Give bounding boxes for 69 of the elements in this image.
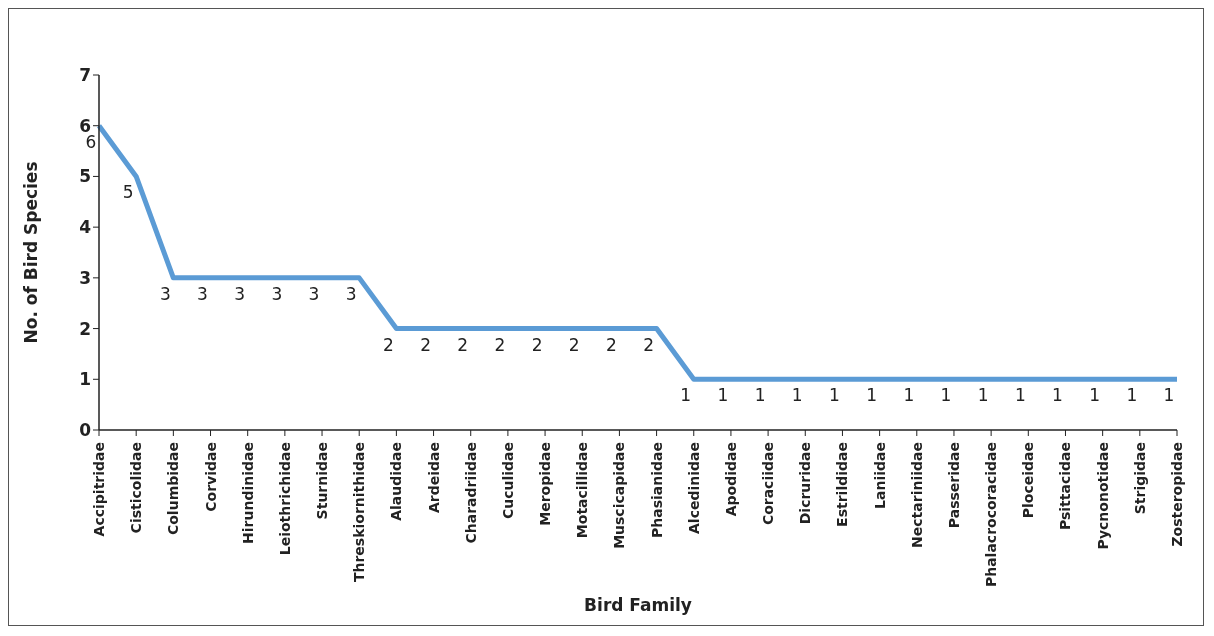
data-label: 1	[1089, 385, 1101, 406]
x-tick-label: Charadriidae	[462, 442, 479, 544]
x-tick-label: Psittacidae	[1057, 442, 1074, 531]
x-tick-label: Passeridae	[945, 442, 962, 529]
x-tick-label: Ardeidae	[425, 442, 442, 514]
data-label: 2	[568, 334, 580, 355]
data-label: 1	[903, 385, 915, 406]
data-label: 3	[271, 283, 283, 304]
data-label: 1	[866, 385, 878, 406]
x-tick-label: Meropidae	[537, 442, 554, 526]
y-tick-label: 7	[79, 65, 91, 86]
data-label: 1	[940, 385, 952, 406]
x-tick-label: Apodidae	[722, 442, 739, 517]
x-tick-label: Laniidae	[871, 442, 888, 509]
data-label: 3	[197, 283, 208, 304]
data-label: 1	[829, 385, 840, 406]
y-tick-label: 4	[79, 217, 92, 238]
data-label: 3	[345, 283, 357, 304]
data-label: 2	[606, 334, 617, 355]
x-tick-label: Estrildidae	[834, 442, 851, 527]
data-label: 1	[977, 385, 989, 406]
x-tick-label: Strigidae	[1131, 442, 1148, 515]
x-tick-label: Nectariniidae	[908, 442, 925, 548]
x-tick-label: Coraciidae	[760, 442, 777, 526]
data-label: 3	[308, 283, 320, 304]
y-tick-label: 6	[79, 115, 91, 136]
data-label: 1	[717, 385, 729, 406]
x-tick-label: Corvidae	[202, 442, 219, 512]
data-label: 2	[382, 334, 394, 355]
x-tick-label: Leiothrichidae	[276, 442, 293, 556]
x-tick-label: Motacillidae	[574, 442, 591, 539]
x-axis-title: Bird Family	[584, 595, 692, 615]
data-label: 2	[531, 334, 543, 355]
x-tick-label: Cisticolidae	[128, 442, 145, 534]
data-label: 1	[1014, 385, 1026, 406]
y-tick-label: 2	[79, 318, 91, 339]
data-label: 3	[234, 283, 246, 304]
data-label: 1	[1126, 385, 1138, 406]
x-tick-label: Phasianidae	[648, 442, 665, 538]
y-axis-title: No. of Bird Species	[21, 161, 42, 344]
x-tick-label: Phalacrocoracidae	[983, 442, 1000, 588]
y-tick-label: 1	[79, 369, 91, 390]
x-tick-label: Dicruridae	[797, 442, 814, 525]
x-tick-label: Accipitridae	[91, 442, 107, 537]
x-tick-label: Alcedinidae	[685, 442, 702, 534]
x-tick-label: Ploceidae	[1020, 442, 1037, 519]
x-tick-label: Sturnidae	[314, 442, 331, 520]
x-tick-label: Muscicapidae	[611, 442, 628, 549]
data-label: 5	[122, 182, 134, 203]
x-tick-label: Zosteropidae	[1169, 442, 1185, 547]
data-label: 2	[494, 334, 506, 355]
x-tick-label: Pycnonotidae	[1094, 442, 1111, 550]
data-label: 1	[791, 385, 803, 406]
x-tick-label: Alaudidae	[388, 442, 405, 521]
data-label: 1	[1163, 385, 1175, 406]
data-label: 3	[159, 283, 171, 304]
data-label: 1	[1052, 385, 1063, 406]
y-tick-label: 0	[79, 420, 92, 441]
x-tick-label: Threskiornithidae	[351, 442, 368, 583]
x-tick-label: Cuculidae	[499, 442, 516, 520]
data-label: 2	[457, 334, 469, 355]
data-label: 2	[420, 334, 431, 355]
y-tick-label: 5	[79, 166, 91, 187]
y-tick-label: 3	[79, 267, 91, 288]
data-label: 1	[754, 385, 766, 406]
data-label: 2	[643, 334, 654, 355]
data-label: 1	[680, 385, 692, 406]
x-tick-label: Columbidae	[165, 442, 182, 536]
x-tick-label: Hirundinidae	[239, 442, 256, 544]
